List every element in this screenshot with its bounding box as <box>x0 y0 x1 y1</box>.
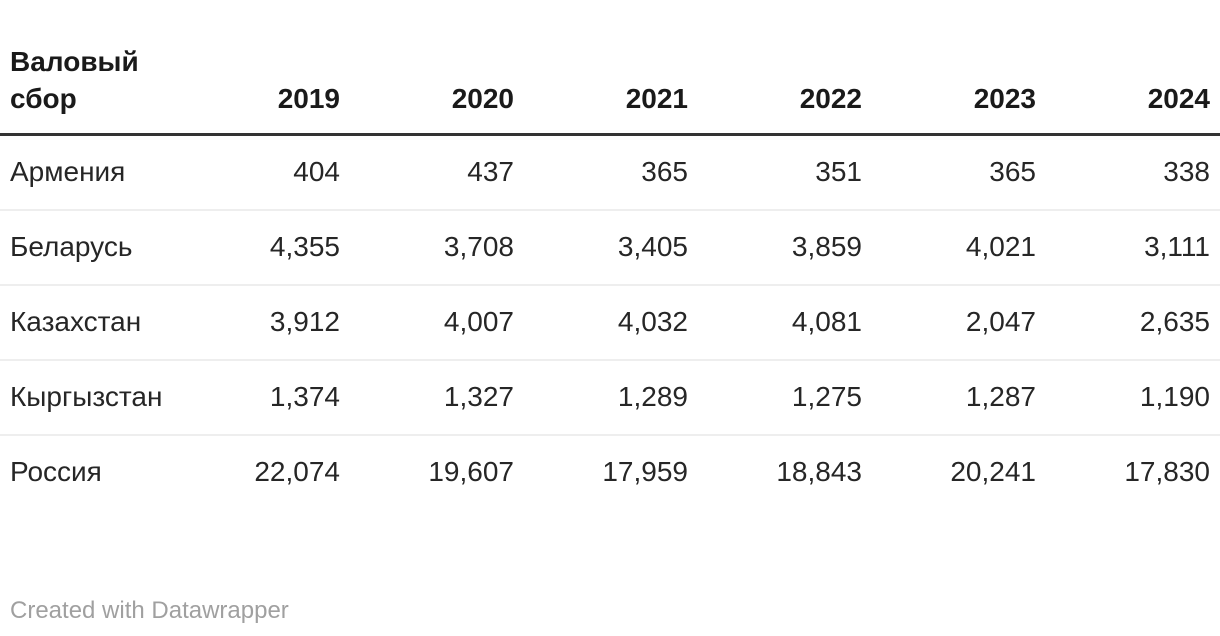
cell: 20,241 <box>950 456 1036 488</box>
table-body: Армения 404 437 365 351 365 338 Беларусь… <box>0 134 1220 509</box>
cell: 1,289 <box>524 359 698 436</box>
cell: 1,327 <box>350 359 524 436</box>
cell: 4,081 <box>698 284 872 361</box>
harvest-table: Валовый сбор 2019 2020 2021 2022 2023 20… <box>0 44 1220 509</box>
cell: 3,859 <box>698 209 872 286</box>
table-title: Валовый сбор <box>0 44 176 136</box>
datawrapper-table-visualization: Валовый сбор 2019 2020 2021 2022 2023 20… <box>0 44 1220 636</box>
row-label: Армения <box>0 134 176 211</box>
column-header-2024: 2024 <box>1046 44 1220 136</box>
cell: 2,635 <box>1046 284 1220 361</box>
cell: 3,912 <box>176 284 350 361</box>
cell: 1,287 <box>872 359 1046 436</box>
cell: 4,007 <box>350 284 524 361</box>
row-label: Россия <box>10 456 102 488</box>
column-header-2020: 2020 <box>350 44 524 136</box>
row-label: Беларусь <box>0 209 176 286</box>
header-row: Валовый сбор 2019 2020 2021 2022 2023 20… <box>0 44 1220 136</box>
table-header: Валовый сбор 2019 2020 2021 2022 2023 20… <box>0 44 1220 136</box>
cell: 1,190 <box>1046 359 1220 436</box>
table-row-kazakhstan: Казахстан 3,912 4,007 4,032 4,081 2,047 … <box>0 284 1220 361</box>
table-row-armenia: Армения 404 437 365 351 365 338 <box>0 134 1220 211</box>
cell: 1,275 <box>698 359 872 436</box>
cell: 2,047 <box>872 284 1046 361</box>
cell: 3,111 <box>1046 209 1220 286</box>
cell: 19,607 <box>428 456 514 488</box>
cell: 17,959 <box>602 456 688 488</box>
cell: 365 <box>872 134 1046 211</box>
row-label: Казахстан <box>0 284 176 361</box>
cell: 437 <box>350 134 524 211</box>
cell: 4,355 <box>176 209 350 286</box>
cell: 4,021 <box>872 209 1046 286</box>
cell: 404 <box>176 134 350 211</box>
cell: 338 <box>1046 134 1220 211</box>
cell: 18,843 <box>776 456 862 488</box>
cell: 22,074 <box>254 456 340 488</box>
cell: 365 <box>524 134 698 211</box>
cell: 3,708 <box>350 209 524 286</box>
cell: 1,374 <box>176 359 350 436</box>
cell: 17,830 <box>1124 456 1210 488</box>
table-row-belarus: Беларусь 4,355 3,708 3,405 3,859 4,021 3… <box>0 209 1220 286</box>
column-header-2023: 2023 <box>872 44 1046 136</box>
datawrapper-attribution-link[interactable]: Created with Datawrapper <box>10 597 289 624</box>
row-label: Кыргызстан <box>0 359 176 436</box>
table-row-kyrgyzstan: Кыргызстан 1,374 1,327 1,289 1,275 1,287… <box>0 359 1220 436</box>
column-header-2022: 2022 <box>698 44 872 136</box>
cell: 3,405 <box>524 209 698 286</box>
cell: 351 <box>698 134 872 211</box>
column-header-2019: 2019 <box>176 44 350 136</box>
table-row-russia: Россия 22,074 19,607 17,959 18,843 20,24… <box>0 435 1220 509</box>
column-header-2021: 2021 <box>524 44 698 136</box>
cell: 4,032 <box>524 284 698 361</box>
